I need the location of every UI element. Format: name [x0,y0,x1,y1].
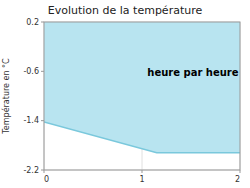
axes: 0.2 -0.6 -1.4 -2.2 0 1 2 [23,18,240,185]
line [44,122,240,153]
area [44,22,240,153]
annotation: heure par heure [147,67,238,78]
tick-label-y: -2.2 [23,166,39,175]
tick-label-x: 2 [235,175,240,184]
grid [44,22,240,170]
chart: 0.2 -0.6 -1.4 -2.2 0 1 2 Evolution de la tempér… [0,0,250,188]
tick-y [41,120,44,121]
plot-data [44,22,240,153]
tick-x [240,170,241,173]
tick-label-x: 1 [139,175,144,184]
chart-container: 0.2 -0.6 -1.4 -2.2 0 1 2 Evolution de la tempér… [0,0,250,188]
title: Evolution de la température [48,4,203,17]
plot-frame [44,22,240,170]
tick-label-y: 0.2 [26,18,39,27]
y-axis-label: Température en °C [1,58,11,135]
tick-label-x: 0 [44,175,49,184]
tick-label-y: -1.4 [23,116,39,125]
tick-y [41,71,44,72]
tick-y [41,22,44,23]
tick-x [142,170,143,173]
tick-x [44,170,45,173]
tick-label-y: -0.6 [23,67,39,76]
